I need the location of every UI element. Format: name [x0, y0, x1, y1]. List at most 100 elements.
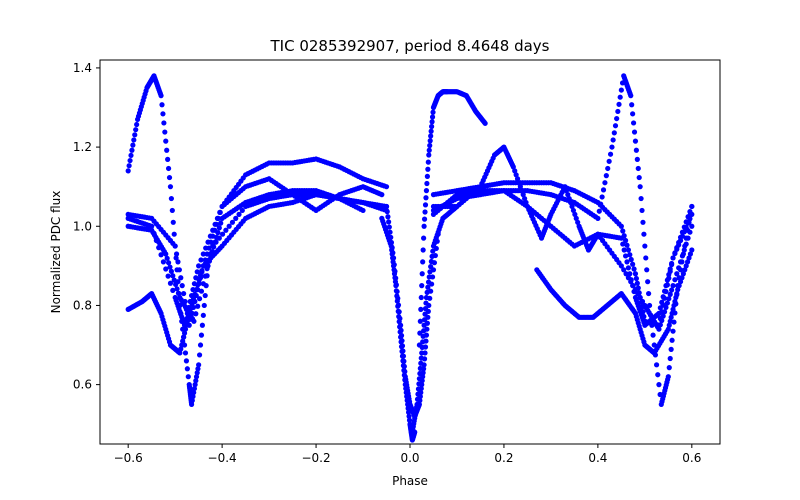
- x-axis-label: Phase: [392, 474, 428, 488]
- data-point: [687, 251, 694, 257]
- data-point: [681, 247, 687, 253]
- data-point: [194, 269, 200, 275]
- data-point: [389, 245, 395, 251]
- data-point: [401, 363, 407, 370]
- data-point: [184, 318, 190, 324]
- data-point: [632, 138, 639, 144]
- data-point: [416, 381, 422, 387]
- data-point: [182, 326, 189, 332]
- data-point: [620, 228, 626, 234]
- data-point: [520, 192, 526, 198]
- data-point: [420, 333, 426, 339]
- series-mirrored-tall-peak-curve: [430, 73, 695, 408]
- data-point: [656, 326, 662, 332]
- data-point: [421, 328, 427, 334]
- data-point: [165, 260, 172, 266]
- data-point: [636, 290, 642, 296]
- data-point: [618, 263, 624, 269]
- data-point: [650, 332, 656, 338]
- data-point: [134, 121, 140, 128]
- data-point: [195, 366, 201, 372]
- data-point: [675, 287, 681, 293]
- data-point: [522, 195, 528, 202]
- data-point: [641, 313, 647, 320]
- data-point: [189, 397, 195, 404]
- data-point: [171, 277, 177, 283]
- data-point: [676, 265, 682, 271]
- data-point: [165, 156, 171, 162]
- data-point: [519, 188, 525, 194]
- data-point: [622, 253, 629, 259]
- y-tick-label: 1.0: [73, 219, 92, 233]
- data-point: [202, 292, 208, 299]
- data-point: [214, 215, 221, 221]
- data-point: [387, 229, 393, 235]
- data-point: [192, 291, 198, 297]
- data-point: [638, 195, 644, 202]
- series-low-bump-curve: [125, 192, 390, 356]
- data-point: [165, 165, 172, 172]
- data-point: [677, 234, 684, 240]
- data-point: [422, 202, 429, 208]
- data-point: [236, 211, 242, 217]
- data-point: [160, 111, 166, 117]
- data-point: [166, 174, 173, 181]
- data-point: [667, 318, 673, 324]
- data-point: [174, 286, 180, 292]
- data-point: [126, 163, 132, 169]
- data-point: [397, 315, 403, 322]
- data-point: [428, 128, 434, 134]
- data-point: [223, 227, 229, 233]
- data-point: [218, 220, 224, 226]
- data-point: [196, 352, 203, 358]
- data-point: [172, 243, 178, 249]
- series-tall-peak-curve: [125, 73, 366, 408]
- data-point: [517, 184, 523, 190]
- data-point: [669, 310, 675, 316]
- data-point: [132, 132, 138, 138]
- data-point: [679, 275, 685, 281]
- data-point: [424, 180, 430, 187]
- data-point: [418, 355, 424, 361]
- data-point: [165, 273, 171, 279]
- data-point: [632, 271, 639, 277]
- data-point: [602, 180, 608, 186]
- data-point: [178, 275, 184, 281]
- data-point: [193, 374, 200, 380]
- data-point: [572, 211, 578, 217]
- data-point: [639, 207, 645, 214]
- data-point: [190, 296, 197, 302]
- data-point: [426, 152, 432, 158]
- data-point: [131, 137, 137, 143]
- data-point: [628, 256, 634, 263]
- data-point: [638, 299, 644, 305]
- data-point: [482, 120, 488, 126]
- data-point: [184, 366, 190, 372]
- data-point: [216, 235, 222, 241]
- data-point: [125, 168, 131, 174]
- data-point: [614, 115, 620, 122]
- y-axis-label: Normalized PDC flux: [49, 191, 63, 314]
- data-point: [170, 219, 176, 225]
- data-point: [603, 173, 609, 179]
- data-point: [627, 252, 633, 258]
- data-point: [181, 330, 188, 336]
- data-point: [689, 247, 695, 253]
- data-point: [419, 350, 425, 356]
- data-point: [625, 265, 632, 271]
- data-point: [624, 242, 630, 248]
- data-point: [430, 109, 436, 115]
- chart-title: TIC 0285392907, period 8.4648 days: [269, 37, 549, 55]
- data-point: [173, 281, 179, 288]
- data-point: [164, 255, 170, 261]
- data-point: [201, 302, 207, 309]
- data-point: [162, 129, 168, 135]
- y-tick-label: 1.4: [73, 61, 92, 75]
- data-point: [657, 315, 663, 322]
- y-tick-label: 1.2: [73, 140, 92, 154]
- data-point: [163, 138, 169, 144]
- data-point: [666, 322, 672, 328]
- data-point: [417, 370, 423, 377]
- data-point: [423, 294, 430, 301]
- data-point: [430, 248, 436, 254]
